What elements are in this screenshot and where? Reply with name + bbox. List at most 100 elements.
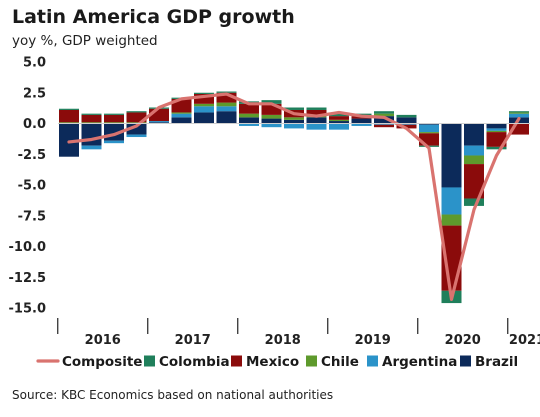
bar-mexico-2019Q3: [374, 124, 394, 128]
bar-chile-2018Q2: [261, 114, 282, 119]
legend-item-chile: Chile: [306, 354, 359, 370]
bar-chile-2019Q1: [329, 119, 349, 122]
bar-brazil-2018Q2: [261, 118, 282, 124]
bar-mexico-2016Q1: [59, 109, 79, 123]
bar-argentina-2018Q1: [239, 123, 259, 126]
bar-brazil-2017Q2: [171, 117, 192, 124]
bar-colombia-2019Q4: [396, 114, 417, 118]
bar-brazil-2020Q2: [441, 123, 462, 188]
bar-argentina-2020Q1: [419, 124, 439, 133]
bar-chile-2020Q2: [441, 214, 462, 226]
bar-chile-2016Q2: [81, 122, 102, 124]
bar-argentina-2020Q3: [464, 145, 484, 156]
bar-argentina-2018Q2: [261, 123, 282, 128]
y-tick-label: -2.5: [18, 148, 46, 163]
y-tick-label: -7.5: [18, 209, 46, 224]
bar-colombia-2016Q1: [59, 108, 79, 110]
x-tick-label: 2021: [509, 333, 540, 348]
legend-swatch: [144, 355, 155, 367]
legend-swatch: [306, 355, 317, 367]
bar-mexico-2020Q3: [464, 164, 484, 199]
legend-item-argentina: Argentina: [367, 354, 457, 370]
bar-argentina-2017Q4: [216, 106, 237, 112]
legend-item-composite: Composite: [36, 354, 142, 370]
bar-brazil-2020Q1: [419, 123, 439, 125]
legend-label: Argentina: [382, 354, 457, 370]
bar-chile-2018Q1: [239, 113, 259, 118]
bar-mexico-2018Q4: [306, 109, 327, 117]
y-tick-label: 5.0: [23, 56, 46, 71]
bar-mexico-2017Q4: [216, 92, 237, 103]
bar-brazil-2019Q1: [329, 121, 349, 124]
y-tick-label: 2.5: [23, 86, 46, 101]
bar-colombia-2017Q4: [216, 91, 237, 93]
bar-brazil-2016Q4: [126, 123, 147, 135]
bar-argentina-2018Q3: [284, 123, 304, 129]
bar-colombia-2018Q4: [306, 107, 327, 110]
x-tick-label: 2020: [445, 333, 481, 348]
bar-brazil-2018Q3: [284, 119, 304, 124]
bar-argentina-2020Q2: [441, 187, 462, 215]
bar-mexico-2017Q3: [194, 93, 214, 104]
bar-brazil-2019Q3: [374, 116, 394, 124]
bar-brazil-2016Q2: [81, 123, 102, 146]
x-tick-label: 2016: [85, 333, 121, 348]
bar-argentina-2020Q4: [486, 128, 507, 131]
bar-argentina-2019Q3: [374, 123, 394, 125]
composite-line: [67, 92, 521, 301]
bar-colombia-2016Q3: [104, 113, 124, 115]
bar-colombia-2019Q3: [374, 111, 394, 114]
bar-colombia-2020Q4: [486, 146, 507, 150]
legend-swatch: [231, 355, 242, 367]
bar-brazil-2019Q4: [396, 117, 417, 124]
bar-chile-2017Q2: [171, 112, 192, 114]
bar-chile-2020Q3: [464, 155, 484, 165]
bar-mexico-2019Q4: [396, 124, 417, 129]
bar-brazil-2020Q3: [464, 123, 484, 146]
legend-label: Composite: [62, 354, 142, 370]
x-tick-label: 2017: [175, 333, 211, 348]
bar-argentina-2018Q4: [306, 123, 327, 130]
bar-brazil-2019Q2: [351, 118, 372, 124]
bar-argentina-2017Q2: [171, 113, 192, 118]
chart-subtitle: yoy %, GDP weighted: [12, 33, 158, 49]
bar-mexico-2016Q4: [126, 112, 147, 123]
y-tick-label: -5.0: [18, 179, 46, 194]
bar-brazil-2016Q1: [59, 123, 79, 157]
legend-swatch: [460, 355, 471, 367]
x-tick-label: 2018: [265, 333, 301, 348]
bar-brazil-2018Q4: [306, 117, 327, 124]
legend-label: Mexico: [246, 354, 299, 370]
bar-argentina-2017Q1: [149, 121, 169, 123]
bar-brazil-2020Q4: [486, 123, 507, 129]
bar-argentina-2021Q1: [509, 113, 529, 118]
bar-argentina-2016Q3: [104, 140, 124, 144]
bar-colombia-2021Q1: [509, 111, 529, 113]
bar-mexico-2018Q1: [239, 103, 259, 114]
bar-mexico-2018Q2: [261, 103, 282, 115]
bar-brazil-2017Q3: [194, 112, 214, 124]
bar-chile-2019Q3: [374, 113, 394, 117]
legend-item-colombia: Colombia: [144, 354, 230, 370]
bar-colombia-2018Q3: [284, 107, 304, 110]
bar-colombia-2016Q4: [126, 111, 147, 113]
bar-chile-2017Q3: [194, 103, 214, 107]
bar-chile-2018Q3: [284, 117, 304, 120]
bar-brazil-2018Q1: [239, 117, 259, 124]
source-note: Source: KBC Economics based on national …: [12, 388, 334, 402]
chart-title: Latin America GDP growth: [12, 6, 295, 28]
legend-item-mexico: Mexico: [231, 354, 299, 370]
bar-brazil-2017Q4: [216, 111, 237, 124]
x-tick-label: 2019: [355, 333, 391, 348]
bar-colombia-2016Q2: [81, 113, 102, 115]
bar-argentina-2019Q1: [329, 123, 349, 130]
bar-chile-2016Q4: [126, 122, 147, 124]
bar-argentina-2019Q4: [396, 123, 417, 125]
bar-mexico-2016Q2: [81, 114, 102, 123]
bar-colombia-2017Q3: [194, 92, 214, 94]
bar-chile-2016Q1: [59, 122, 79, 124]
bar-argentina-2016Q4: [126, 134, 147, 138]
bar-mexico-2016Q3: [104, 114, 124, 123]
bar-mexico-2020Q4: [486, 132, 507, 147]
bar-argentina-2016Q2: [81, 145, 102, 150]
